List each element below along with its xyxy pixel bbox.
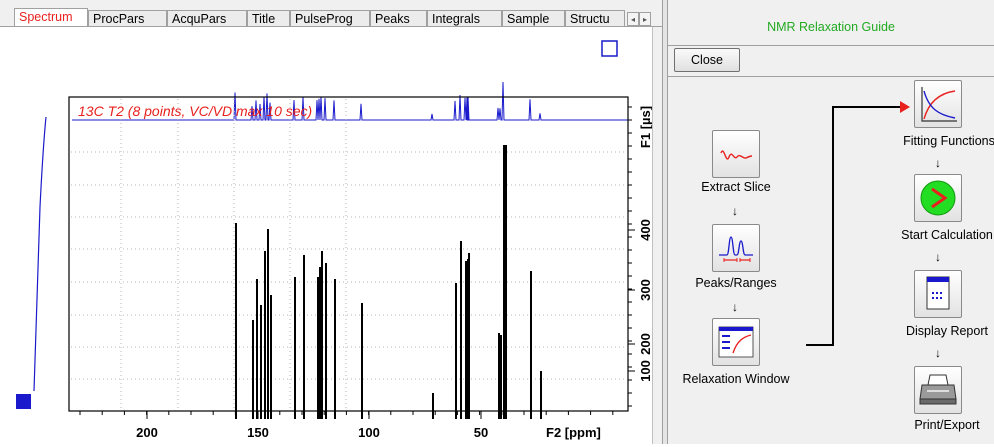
peak [361,303,363,419]
panel-splitter[interactable] [662,0,668,444]
extract-slice-button[interactable] [712,130,760,178]
display-report-icon [926,276,950,310]
x-tick-label: 50 [474,425,488,440]
divider [668,76,994,77]
tab-spectrum[interactable]: Spectrum [14,8,88,26]
tab-scroll-right-icon[interactable]: ▸ [639,12,651,26]
y-tick-label: 200 [638,333,652,355]
tab-pulseprog[interactable]: PulseProg [290,10,370,26]
peak [500,335,502,419]
tab-acqupars[interactable]: AcquPars [167,10,247,26]
peak [503,145,507,419]
peak [530,271,532,419]
tab-scroll-left-icon[interactable]: ◂ [627,12,639,26]
tab-sample[interactable]: Sample [502,10,565,26]
extract-slice-icon [720,150,753,160]
arrow-down-icon: ↓ [732,300,738,314]
y-tick-label: 400 [638,219,652,241]
x-tick-label: 200 [136,425,158,440]
peak [498,333,500,419]
peak [465,261,467,419]
peak [540,371,542,419]
display-report-label: Display Report [906,324,988,338]
guide-title: NMR Relaxation Guide [767,20,895,34]
close-button[interactable]: Close [674,48,740,72]
x-axis-ticks [79,411,614,419]
print-export-label: Print/Export [914,418,980,432]
relaxation-window-button[interactable] [712,318,760,366]
tab-title[interactable]: Title [247,10,290,26]
divider [668,45,994,46]
relaxation-window-icon [718,326,754,358]
y-tick-label: 300 [638,279,652,301]
print-export-button[interactable] [914,366,962,414]
tab-integrals[interactable]: Integrals [427,10,502,26]
start-calculation-button[interactable] [914,174,962,222]
start-calculation-icon [920,180,956,216]
arrow-down-icon: ↓ [935,346,941,360]
spectrum-panel: 13C T2 (8 points, VC/VD max 10 sec) 200 … [0,27,653,444]
tab-bar: Spectrum ProcPars AcquPars Title PulsePr… [0,0,662,27]
f1-projection-marker [16,394,31,409]
x-tick-label: 150 [247,425,269,440]
fitting-functions-icon [921,87,957,122]
peak [325,263,327,419]
peak [294,277,296,419]
arrow-right-icon [900,101,910,113]
printer-icon [919,374,957,405]
x-axis-label: F2 [ppm] [546,425,601,440]
peak [270,295,272,419]
peak [303,255,305,419]
grid [71,99,626,409]
peak [432,393,434,419]
relaxation-window-label: Relaxation Window [682,372,790,386]
arrow-down-icon: ↓ [935,156,941,170]
plot-frame [68,96,629,412]
peak [319,267,321,419]
spectrum-plot[interactable]: 13C T2 (8 points, VC/VD max 10 sec) 200 … [0,27,653,444]
peak [468,253,470,419]
peak [321,251,323,419]
y-axis-label: F1 [µs] [638,106,652,148]
peak [317,277,319,419]
tab-structure[interactable]: Structu [565,10,625,26]
tab-procpars[interactable]: ProcPars [88,10,167,26]
x-tick-label: 100 [358,425,380,440]
f2-projection [72,81,630,121]
flow-connector [806,101,910,346]
display-report-button[interactable] [914,270,962,318]
peaks-ranges-button[interactable] [712,224,760,272]
peaks-ranges-icon [719,236,753,262]
f1-projection [33,116,47,392]
peak [252,320,254,419]
peak [334,279,336,419]
peak [256,279,258,419]
fitting-functions-label: Fitting Functions [903,134,994,148]
fitting-functions-button[interactable] [914,80,962,128]
arrow-down-icon: ↓ [935,250,941,264]
vertical-scroll-gutter[interactable] [652,27,662,444]
arrow-down-icon: ↓ [732,204,738,218]
extract-slice-label: Extract Slice [701,180,771,194]
tab-peaks[interactable]: Peaks [370,10,427,26]
peak [455,283,457,419]
spectrum-title: 13C T2 (8 points, VC/VD max 10 sec) [78,103,312,119]
peak [235,223,237,419]
peaks-layer [235,145,542,419]
peaks-ranges-label: Peaks/Ranges [695,276,777,290]
peak [260,305,262,419]
projection-toggle-icon[interactable] [601,40,618,57]
peak [267,229,269,419]
y-tick-label: 100 [638,360,652,382]
relaxation-guide-panel: NMR Relaxation Guide Close Extract Slice… [668,0,994,444]
peak [264,251,266,419]
start-calculation-label: Start Calculation [901,228,993,242]
y-axis-ticks [628,106,635,407]
peak [460,241,462,419]
